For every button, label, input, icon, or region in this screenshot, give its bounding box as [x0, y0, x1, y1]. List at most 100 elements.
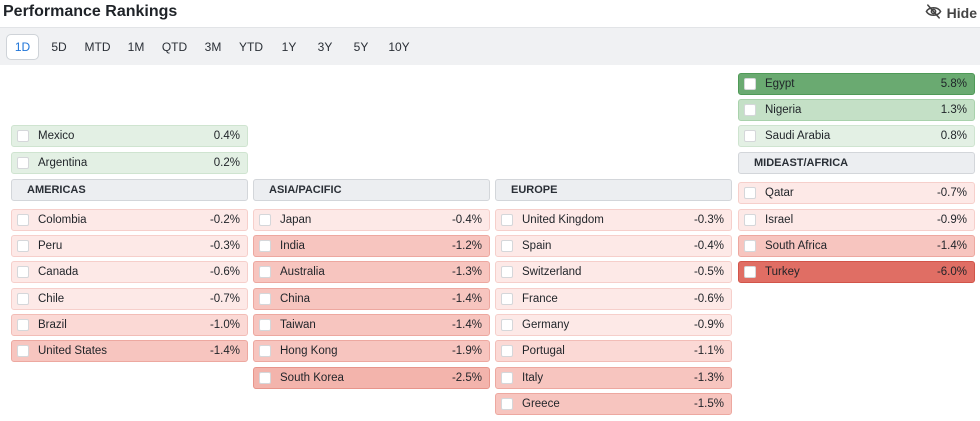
country-change: -1.2%: [451, 240, 482, 252]
country-name: Turkey: [765, 266, 800, 278]
country-change: -0.5%: [693, 266, 724, 278]
country-row-qatar[interactable]: Qatar -0.7%: [738, 182, 975, 204]
row-checkbox[interactable]: [744, 104, 756, 116]
country-row-saudi-arabia[interactable]: Saudi Arabia 0.8%: [738, 125, 975, 147]
row-checkbox[interactable]: [744, 130, 756, 142]
country-row-canada[interactable]: Canada -0.6%: [11, 261, 248, 283]
country-name: Australia: [280, 266, 325, 278]
country-row-taiwan[interactable]: Taiwan -1.4%: [253, 314, 490, 336]
country-row-china[interactable]: China -1.4%: [253, 288, 490, 310]
country-row-japan[interactable]: Japan -0.4%: [253, 209, 490, 231]
row-checkbox[interactable]: [744, 187, 756, 199]
row-checkbox[interactable]: [259, 293, 271, 305]
row-checkbox[interactable]: [17, 130, 29, 142]
tab-3m[interactable]: 3M: [204, 40, 222, 54]
country-name: South Korea: [280, 372, 344, 384]
country-name: Italy: [522, 372, 544, 384]
country-name: Colombia: [38, 214, 87, 226]
country-row-chile[interactable]: Chile -0.7%: [11, 288, 248, 310]
country-row-nigeria[interactable]: Nigeria 1.3%: [738, 99, 975, 121]
eye-slash-icon: [925, 4, 942, 22]
country-row-united-states[interactable]: United States -1.4%: [11, 340, 248, 362]
tab-1d[interactable]: 1D: [6, 34, 39, 60]
country-name: China: [280, 293, 311, 305]
country-row-egypt[interactable]: Egypt 5.8%: [738, 73, 975, 95]
country-row-south-korea[interactable]: South Korea -2.5%: [253, 367, 490, 389]
row-checkbox[interactable]: [17, 157, 29, 169]
row-checkbox[interactable]: [17, 240, 29, 252]
row-checkbox[interactable]: [744, 214, 756, 226]
region-header-mideast-africa: MIDEAST/AFRICA: [738, 152, 975, 174]
country-name: Switzerland: [522, 266, 582, 278]
country-name: Chile: [38, 293, 65, 305]
row-checkbox[interactable]: [501, 398, 513, 410]
country-row-brazil[interactable]: Brazil -1.0%: [11, 314, 248, 336]
country-change: -0.4%: [451, 214, 482, 226]
country-row-peru[interactable]: Peru -0.3%: [11, 235, 248, 257]
row-checkbox[interactable]: [17, 293, 29, 305]
country-change: -1.4%: [209, 345, 240, 357]
country-row-germany[interactable]: Germany -0.9%: [495, 314, 732, 336]
country-row-italy[interactable]: Italy -1.3%: [495, 367, 732, 389]
country-row-portugal[interactable]: Portugal -1.1%: [495, 340, 732, 362]
tab-1m[interactable]: 1M: [127, 40, 145, 54]
row-checkbox[interactable]: [259, 319, 271, 331]
row-checkbox[interactable]: [17, 319, 29, 331]
tab-10y[interactable]: 10Y: [388, 40, 410, 54]
tab-3y[interactable]: 3Y: [317, 40, 333, 54]
panel-header: Performance Rankings Hide: [0, 0, 980, 27]
tab-ytd[interactable]: YTD: [239, 40, 263, 54]
country-change: -1.0%: [209, 319, 240, 331]
country-row-india[interactable]: India -1.2%: [253, 235, 490, 257]
row-checkbox[interactable]: [501, 319, 513, 331]
row-checkbox[interactable]: [501, 266, 513, 278]
country-row-united-kingdom[interactable]: United Kingdom -0.3%: [495, 209, 732, 231]
country-row-hong-kong[interactable]: Hong Kong -1.9%: [253, 340, 490, 362]
country-row-france[interactable]: France -0.6%: [495, 288, 732, 310]
country-row-switzerland[interactable]: Switzerland -0.5%: [495, 261, 732, 283]
row-checkbox[interactable]: [259, 214, 271, 226]
country-row-south-africa[interactable]: South Africa -1.4%: [738, 235, 975, 257]
row-checkbox[interactable]: [744, 266, 756, 278]
region-header-asia-pacific: ASIA/PACIFIC: [253, 179, 490, 201]
country-name: Canada: [38, 266, 79, 278]
country-row-greece[interactable]: Greece -1.5%: [495, 393, 732, 415]
row-checkbox[interactable]: [501, 345, 513, 357]
tab-5y[interactable]: 5Y: [353, 40, 369, 54]
country-name: Hong Kong: [280, 345, 338, 357]
country-change: -0.6%: [693, 293, 724, 305]
row-checkbox[interactable]: [259, 372, 271, 384]
row-checkbox[interactable]: [259, 266, 271, 278]
row-checkbox[interactable]: [501, 293, 513, 305]
country-row-spain[interactable]: Spain -0.4%: [495, 235, 732, 257]
hide-button[interactable]: Hide: [925, 4, 977, 22]
row-checkbox[interactable]: [744, 240, 756, 252]
country-change: 1.3%: [940, 104, 967, 116]
row-checkbox[interactable]: [744, 78, 756, 90]
region-header-europe: EUROPE: [495, 179, 732, 201]
row-checkbox[interactable]: [17, 214, 29, 226]
row-checkbox[interactable]: [501, 214, 513, 226]
country-name: Germany: [522, 319, 570, 331]
tab-mtd[interactable]: MTD: [84, 40, 111, 54]
country-change: -1.4%: [936, 240, 967, 252]
country-change: -1.5%: [693, 398, 724, 410]
country-change: -1.1%: [693, 345, 724, 357]
country-row-argentina[interactable]: Argentina 0.2%: [11, 152, 248, 174]
country-name: Argentina: [38, 157, 88, 169]
row-checkbox[interactable]: [501, 240, 513, 252]
row-checkbox[interactable]: [17, 266, 29, 278]
row-checkbox[interactable]: [17, 345, 29, 357]
tab-1y[interactable]: 1Y: [281, 40, 297, 54]
country-row-israel[interactable]: Israel -0.9%: [738, 209, 975, 231]
row-checkbox[interactable]: [501, 372, 513, 384]
tab-5d[interactable]: 5D: [51, 40, 67, 54]
country-row-turkey[interactable]: Turkey -6.0%: [738, 261, 975, 283]
country-row-australia[interactable]: Australia -1.3%: [253, 261, 490, 283]
country-row-mexico[interactable]: Mexico 0.4%: [11, 125, 248, 147]
tab-qtd[interactable]: QTD: [161, 40, 188, 54]
country-row-colombia[interactable]: Colombia -0.2%: [11, 209, 248, 231]
country-name: Nigeria: [765, 104, 802, 116]
row-checkbox[interactable]: [259, 345, 271, 357]
row-checkbox[interactable]: [259, 240, 271, 252]
